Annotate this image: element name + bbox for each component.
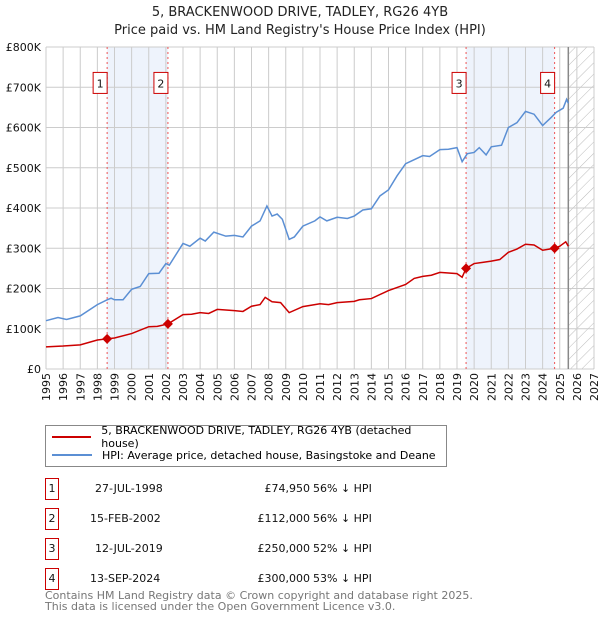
x-tick-label: 1995 — [40, 373, 53, 401]
sale-date: 13-SEP-2024 — [90, 572, 161, 585]
x-tick-label: 1998 — [91, 373, 104, 401]
sale-label-number: 2 — [157, 77, 164, 90]
sale-hpi-diff: 53% ↓ HPI — [313, 572, 372, 585]
y-tick-label: £400K — [6, 202, 42, 215]
x-tick-label: 2016 — [400, 373, 413, 401]
sale-label-box — [153, 71, 169, 94]
x-tick-label: 2003 — [177, 373, 190, 401]
sale-label-number: 4 — [544, 77, 551, 90]
x-tick-label: 2027 — [588, 373, 600, 401]
x-tick-label: 1999 — [109, 373, 122, 401]
sale-price: £112,000 — [257, 512, 311, 525]
legend: 5, BRACKENWOOD DRIVE, TADLEY, RG26 4YB (… — [45, 424, 447, 467]
x-tick-label: 2020 — [468, 373, 481, 401]
chart-subtitle: Price paid vs. HM Land Registry's House … — [114, 23, 486, 38]
y-tick-label: £0 — [27, 363, 41, 376]
x-tick-label: 2006 — [228, 373, 241, 401]
price-chart: 1995 1996 1997 1998 1999 2000 2001 2002 2003 2004… — [6, 41, 600, 401]
x-tick-label: 2001 — [143, 373, 156, 401]
x-tick-label: 2004 — [194, 373, 207, 401]
x-tick-label: 2012 — [331, 373, 344, 401]
sale-label-box — [540, 71, 556, 94]
sale-date: 27-JUL-1998 — [95, 482, 163, 495]
legend-item-hpi: HPI: Average price, detached house, Basi… — [52, 447, 436, 463]
footer-line-1: Contains HM Land Registry data © Crown c… — [45, 589, 473, 602]
x-tick-label: 2008 — [263, 373, 276, 401]
table-row: 1 27-JUL-1998 £74,950 56% ↓ HPI — [45, 478, 445, 500]
sale-label-box — [92, 71, 108, 94]
table-row: 2 15-FEB-2002 £112,000 56% ↓ HPI — [45, 508, 445, 530]
sale-point-marker — [461, 263, 472, 274]
sale-date: 15-FEB-2002 — [90, 512, 161, 525]
table-row: 3 12-JUL-2019 £250,000 52% ↓ HPI — [45, 538, 445, 560]
x-tick-label: 2026 — [571, 373, 584, 401]
x-tick-label: 2014 — [365, 373, 378, 401]
sale-point-marker — [549, 243, 560, 254]
sale-label-number: 1 — [97, 77, 104, 90]
sale-label-number: 3 — [456, 77, 463, 90]
footer-line-2: This data is licensed under the Open Gov… — [45, 600, 396, 613]
x-tick-label: 2010 — [297, 373, 310, 401]
sale-price: £300,000 — [257, 572, 311, 585]
y-tick-label: £300K — [6, 242, 42, 255]
series-line — [45, 97, 570, 322]
series-line — [45, 240, 569, 348]
sale-price: £250,000 — [257, 542, 311, 555]
sale-number-badge: 3 — [45, 538, 59, 560]
chart-title: 5, BRACKENWOOD DRIVE, TADLEY, RG26 4YB — [151, 5, 449, 20]
y-tick-label: £500K — [6, 162, 42, 175]
x-tick-label: 2019 — [451, 373, 464, 401]
x-tick-label: 2000 — [126, 373, 139, 401]
sale-hpi-diff: 56% ↓ HPI — [313, 512, 372, 525]
blue-line-swatch — [52, 454, 92, 456]
x-tick-label: 2024 — [537, 373, 550, 401]
sale-number-badge: 2 — [45, 508, 59, 530]
x-tick-label: 2025 — [554, 373, 567, 401]
sale-number-badge: 4 — [45, 568, 59, 590]
x-tick-label: 2018 — [434, 373, 447, 401]
legend-label-property: 5, BRACKENWOOD DRIVE, TADLEY, RG26 4YB (… — [101, 424, 412, 450]
sale-date: 12-JUL-2019 — [95, 542, 163, 555]
x-tick-label: 2005 — [211, 373, 224, 401]
y-tick-label: £700K — [6, 81, 42, 94]
x-tick-label: 2022 — [502, 373, 515, 401]
footer: Contains HM Land Registry data © Crown c… — [45, 590, 473, 612]
x-tick-label: 2007 — [246, 373, 259, 401]
legend-label-hpi: HPI: Average price, detached house, Basi… — [102, 448, 436, 462]
sale-number-badge: 1 — [45, 478, 59, 500]
y-tick-label: £100K — [6, 323, 42, 336]
x-tick-label: 2002 — [160, 373, 173, 401]
x-tick-label: 1997 — [74, 373, 87, 401]
table-row: 4 13-SEP-2024 £300,000 53% ↓ HPI — [45, 568, 445, 590]
x-tick-label: 2009 — [280, 373, 293, 401]
y-tick-label: £600K — [6, 122, 42, 135]
x-tick-label: 2021 — [485, 373, 498, 401]
sale-hpi-diff: 52% ↓ HPI — [313, 542, 372, 555]
sale-label-box — [451, 71, 467, 94]
x-tick-label: 2011 — [314, 373, 327, 401]
y-tick-label: £200K — [6, 283, 42, 296]
sale-point-marker — [162, 318, 173, 329]
x-tick-label: 2017 — [417, 373, 430, 401]
legend-item-property: 5, BRACKENWOOD DRIVE, TADLEY, RG26 4YB (… — [52, 424, 446, 450]
x-tick-label: 2023 — [520, 373, 533, 401]
x-tick-label: 2013 — [348, 373, 361, 401]
x-tick-label: 2015 — [383, 373, 396, 401]
sale-hpi-diff: 56% ↓ HPI — [313, 482, 372, 495]
red-line-swatch — [52, 436, 92, 438]
y-tick-label: £800K — [6, 41, 42, 54]
sale-price: £74,950 — [264, 482, 311, 495]
sale-point-marker — [102, 333, 113, 344]
x-tick-label: 1996 — [57, 373, 70, 401]
